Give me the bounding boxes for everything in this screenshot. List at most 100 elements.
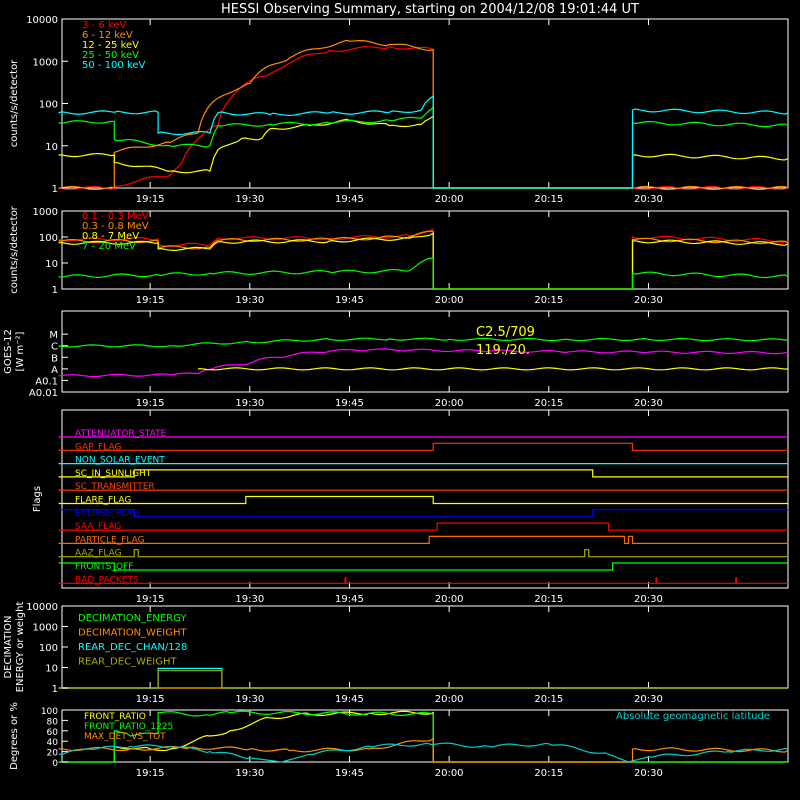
goes-series-line	[58, 337, 789, 348]
goes-ylabel: GOES-12	[3, 329, 14, 374]
flags-xtick-label: 20:30	[634, 594, 663, 605]
lowE-legend-entry: 6 - 12 keV	[82, 30, 133, 41]
highE-frame	[61, 210, 789, 290]
decim-xtick-label: 19:30	[235, 694, 264, 705]
flags-xtick-label: 19:30	[235, 594, 264, 605]
decim-xtick-label: 19:45	[335, 694, 364, 705]
lowE-ytick-label: 100	[39, 100, 58, 111]
goes-xtick-label: 19:30	[235, 398, 264, 409]
goes-frame	[61, 310, 789, 393]
flag-label: NON_SOLAR_EVENT	[75, 456, 165, 466]
highE-xtick-label: 19:45	[335, 295, 364, 306]
decim-xtick-label: 20:30	[634, 694, 663, 705]
decim-xtick-label: 19:15	[136, 694, 165, 705]
goes-xtick-label: 20:00	[435, 398, 464, 409]
highE-xtick-label: 20:15	[534, 295, 563, 306]
decim-series-line	[58, 670, 788, 689]
lowE-ytick-label: 1000	[33, 57, 58, 68]
flag-trace	[58, 549, 788, 558]
decim-legend-entry: REAR_DEC_CHAN/128	[78, 642, 187, 653]
decim-ytick-label: 100	[39, 643, 58, 654]
lowE-xtick-label: 20:00	[435, 194, 464, 205]
highE-ytick-label: 1	[52, 285, 58, 296]
ratio-ytick-label: 80	[47, 717, 59, 727]
decim-ylabel: DECIMATION	[3, 615, 14, 678]
lowE-legend-entry: 12 - 25 keV	[82, 40, 139, 51]
goes-ytick-label: B	[51, 353, 58, 364]
flag-trace	[58, 495, 788, 505]
flag-label: FLARE_FLAG	[75, 496, 131, 506]
lowE-series-line	[58, 39, 789, 191]
flag-trace	[58, 442, 788, 451]
flag-label: PARTICLE_FLAG	[75, 535, 145, 545]
highE-ytick-label: 100	[39, 233, 58, 244]
highE-series-line	[58, 228, 789, 290]
ratio-xtick-label: 19:45	[335, 768, 364, 779]
goes-series-line	[197, 367, 789, 371]
ratio-series-line	[58, 710, 788, 763]
goes-xtick-label: 19:15	[136, 398, 165, 409]
lowE-ytick-label: 1	[52, 184, 58, 195]
highE-legend-entry: 0.1 - 0.3 MeV	[82, 211, 149, 222]
lowE-ytick-label: 10	[45, 142, 58, 153]
highE-ytick-label: 10	[45, 259, 58, 270]
flags-xtick-label: 20:15	[534, 594, 563, 605]
lowE-xtick-label: 19:45	[335, 194, 364, 205]
decim-ylabel-2: ENERGY or weight	[15, 602, 26, 693]
goes-ytick-label: A0.01	[29, 388, 58, 399]
highE-legend-entry: 7 - 20 MeV	[82, 241, 136, 252]
goes-ytick-label: A0.1	[35, 376, 58, 387]
ratio-ytick-label: 20	[47, 749, 59, 759]
decim-ytick-label: 1000	[33, 623, 58, 634]
lowE-legend-entry: 50 - 100 keV	[82, 60, 146, 71]
highE-ylabel: counts/s/detector	[9, 205, 20, 293]
lowE-xtick-label: 19:15	[136, 194, 165, 205]
highE-series-line	[58, 257, 789, 290]
highE-legend-entry: 0.3 - 0.8 MeV	[82, 221, 149, 232]
ratio-xtick-label: 20:30	[634, 768, 663, 779]
ratio-xtick-label: 19:30	[235, 768, 264, 779]
goes-annotation: 119./20.	[476, 343, 530, 358]
lowE-legend-entry: 25 - 50 keV	[82, 50, 139, 61]
flags-xtick-label: 20:00	[435, 594, 464, 605]
lowE-xtick-label: 20:15	[534, 194, 563, 205]
goes-ylabel-units: [W m⁻²]	[15, 331, 26, 371]
flag-label: AAZ_FLAG	[75, 549, 122, 559]
flag-label: SC_IN_SUNLIGHT	[75, 469, 152, 479]
ratio-xtick-label: 19:15	[136, 768, 165, 779]
decim-xtick-label: 20:00	[435, 694, 464, 705]
ratio-xtick-label: 20:00	[435, 768, 464, 779]
highE-ytick-label: 1000	[33, 207, 58, 218]
highE-xtick-label: 20:30	[634, 295, 663, 306]
decim-ytick-label: 1	[52, 684, 58, 695]
decim-legend-entry: REAR_DEC_WEIGHT	[78, 657, 177, 668]
ratio-series-line	[58, 742, 789, 763]
flag-trace	[58, 469, 788, 478]
decim-series-line	[58, 667, 788, 689]
lowE-legend-entry: 3 - 6 keV	[82, 20, 126, 31]
flag-label: ECLIPSE_FLAG	[75, 509, 139, 519]
highE-legend-entry: 0.8 - 7 MeV	[82, 231, 139, 242]
flags-ylabel: Flags	[32, 486, 43, 512]
lowE-series-line	[58, 106, 789, 189]
lowE-series-line	[58, 46, 789, 191]
goes-xtick-label: 20:30	[634, 398, 663, 409]
goes-xtick-label: 20:15	[534, 398, 563, 409]
ratio-ytick-label: 0	[52, 759, 58, 769]
decim-legend-entry: DECIMATION_WEIGHT	[78, 628, 187, 639]
decim-ytick-label: 10	[45, 664, 58, 675]
flag-label: FRONTS_OFF	[75, 562, 133, 572]
flag-label: SC_TRANSMITTER	[75, 482, 155, 492]
decim-legend-entry: DECIMATION_ENERGY	[78, 613, 187, 624]
decim-xtick-label: 20:15	[534, 694, 563, 705]
decim-ytick-label: 10000	[26, 602, 58, 613]
ratio-series-line	[58, 737, 789, 763]
ratio-ytick-label: 40	[47, 738, 59, 748]
ratio-legend-entry: FRONT_RATIO	[84, 712, 146, 722]
highE-series-line	[58, 230, 789, 290]
flag-trace	[58, 535, 788, 544]
lowE-series-line	[58, 94, 789, 189]
flag-label: SAA_FLAG	[75, 522, 121, 532]
highE-xtick-label: 20:00	[435, 295, 464, 306]
